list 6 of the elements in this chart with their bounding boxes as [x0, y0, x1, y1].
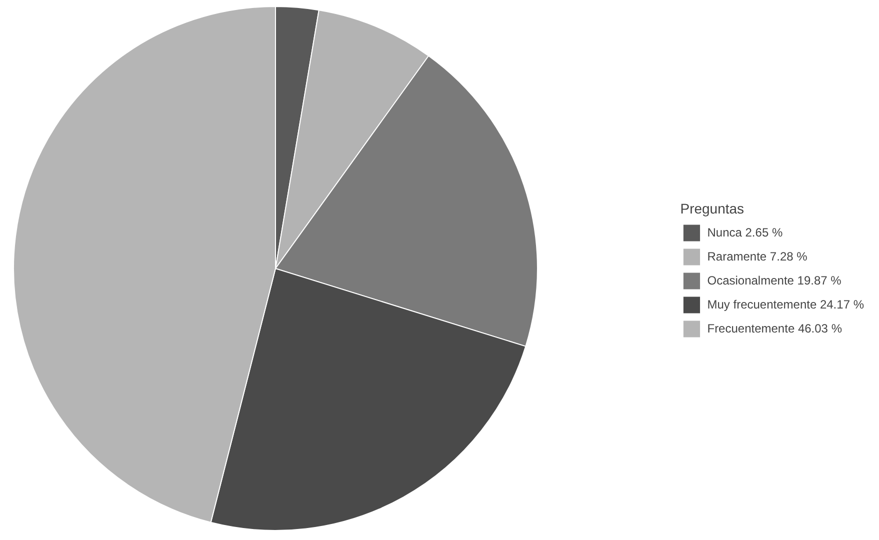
- legend-label: Muy frecuentemente 24.17 %: [707, 298, 864, 312]
- legend-title: Preguntas: [680, 200, 746, 216]
- legend-label: Nunca 2.65 %: [707, 226, 783, 240]
- legend-label: Ocasionalmente 19.87 %: [707, 274, 842, 288]
- legend-label: Frecuentemente 46.03 %: [707, 322, 842, 336]
- legend-label: Raramente 7.28 %: [707, 250, 808, 264]
